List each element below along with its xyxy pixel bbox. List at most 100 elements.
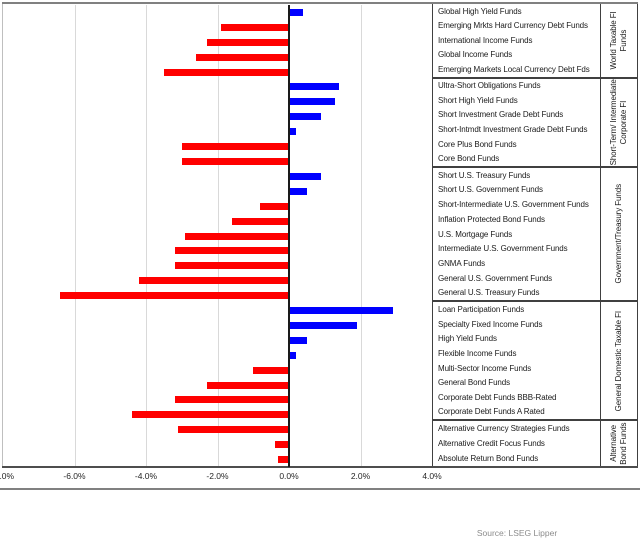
fund-group: Loan Participation Funds Specialty Fixed … (433, 302, 637, 422)
bar (289, 351, 297, 359)
plot-area (3, 5, 432, 467)
fund-name-label: Inflation Protected Bond Funds (438, 214, 545, 224)
bar (289, 321, 357, 329)
bar (221, 23, 289, 31)
x-tick-label: 4.0% (422, 471, 442, 481)
gridline (74, 5, 76, 467)
bar (196, 53, 289, 61)
fund-name-column: Loan Participation Funds Specialty Fixed … (433, 302, 600, 419)
fund-name-label: Short-Intermediate U.S. Government Funds (438, 200, 589, 210)
fund-name-label: Short U.S. Government Funds (438, 185, 543, 195)
fund-name-label: Flexible Income Funds (438, 348, 517, 358)
fund-name-label: Alternative Currency Strategies Funds (438, 424, 570, 434)
fund-name-label: Short U.S. Treasury Funds (438, 170, 531, 180)
fund-name-label: Core Bond Funds (438, 154, 500, 164)
bar (206, 38, 289, 46)
fund-name-label: Global High Yield Funds (438, 6, 522, 16)
chart-top-border (2, 2, 638, 4)
group-label-column: Government/Treasury Funds (600, 167, 637, 301)
fund-name-label: U.S. Mortgage Funds (438, 229, 513, 239)
x-tick-label: -4.0% (134, 471, 158, 481)
gridline (360, 5, 362, 467)
bar (138, 277, 289, 285)
fund-name-label: Corporate Debt Funds BBB-Rated (438, 392, 557, 402)
bar (289, 113, 322, 121)
bar (174, 262, 289, 270)
group-label-column: General Domestic Taxable FI (600, 302, 637, 420)
fund-name-label: Loan Participation Funds (438, 304, 525, 314)
x-tick-label: 2.0% (350, 471, 371, 481)
bar (181, 157, 289, 165)
fund-name-label: General U.S. Treasury Funds (438, 288, 540, 298)
bar (131, 411, 289, 419)
fund-name-label: Short Investment Grade Debt Funds (438, 110, 564, 120)
group-label-column: Alternative Bond Funds (600, 421, 637, 466)
bar (174, 396, 289, 404)
fund-name-label: Emerging Mrkts Hard Currency Debt Funds (438, 21, 588, 31)
fund-name-label: International Income Funds (438, 35, 533, 45)
bar (274, 441, 289, 449)
bar (185, 232, 289, 240)
fund-name-label: General U.S. Government Funds (438, 273, 553, 283)
chart-bottom-border (0, 488, 640, 490)
fund-group: Ultra-Short Obligations Funds Short High … (433, 78, 637, 168)
x-tick-label: 0.0% (279, 471, 299, 481)
fund-name-column: Short U.S. Treasury Funds Short U.S. Gove… (433, 168, 600, 300)
category-label-panel: Global High Yield Funds Emerging Mrkts Ha… (432, 4, 638, 467)
bar (178, 426, 289, 434)
group-label: World Taxable FI Funds (609, 11, 628, 70)
fund-name-label: Short-Intmdt Investment Grade Debt Funds (438, 124, 588, 134)
x-tick-label: -8.0% (0, 471, 15, 481)
bar (289, 128, 297, 136)
plot-left-border (2, 4, 3, 467)
group-label: General Domestic Taxable FI (614, 310, 623, 411)
gridline (146, 5, 147, 467)
bar (289, 98, 336, 106)
bar (289, 336, 307, 344)
bar (289, 172, 322, 180)
bar (289, 83, 340, 91)
source-credit: Source: LSEG Lipper (476, 528, 558, 538)
fund-name-label: Corporate Debt Funds A Rated (438, 407, 545, 417)
x-axis-tick-labels: -8.0% -6.0% -4.0% -2.0% 0.0% 2.0% 4.0% (0, 471, 640, 485)
x-tick-label: -2.0% (206, 471, 229, 481)
fund-group: Short U.S. Treasury Funds Short U.S. Gove… (433, 167, 637, 303)
fund-group: Global High Yield Funds Emerging Mrkts Ha… (433, 4, 637, 79)
fund-name-column: Ultra-Short Obligations Funds Short High … (433, 79, 600, 166)
bar (253, 366, 289, 374)
bar (174, 247, 289, 255)
bar (289, 307, 393, 315)
fund-name-label: Multi-Sector Income Funds (438, 363, 532, 373)
fund-name-label: Intermediate U.S. Government Funds (438, 244, 568, 254)
fund-name-label: Global Income Funds (438, 50, 513, 60)
bar (289, 187, 307, 195)
fund-name-column: Alternative Currency Strategies Funds Alt… (433, 421, 600, 466)
group-label: Alternative Bond Funds (609, 422, 628, 465)
fund-name-label: Ultra-Short Obligations Funds (438, 81, 541, 91)
group-label: Government/Treasury Funds (614, 184, 623, 284)
group-label-column: Short-Term/ Intermediate Corporate FI (600, 78, 637, 166)
group-label: Short-Term/ Intermediate Corporate FI (609, 79, 628, 166)
fund-name-label: High Yield Funds (438, 334, 497, 344)
fund-name-label: Absolute Return Bond Funds (438, 453, 539, 463)
bar (289, 8, 304, 16)
group-label-column: World Taxable FI Funds (600, 4, 637, 77)
bar (278, 456, 289, 464)
fund-name-label: GNMA Funds (438, 258, 486, 268)
bar (231, 217, 289, 225)
fund-name-column: Global High Yield Funds Emerging Mrkts Ha… (433, 4, 600, 77)
fund-name-label: Core Plus Bond Funds (438, 139, 517, 149)
bar (260, 202, 289, 210)
x-axis-line (2, 466, 638, 468)
bar (60, 292, 289, 300)
fund-name-label: General Bond Funds (438, 378, 511, 388)
bar (181, 143, 289, 151)
fund-name-label: Short High Yield Funds (438, 95, 518, 105)
fund-name-label: Emerging Markets Local Currency Debt Fds (438, 64, 590, 74)
fund-name-label: Specialty Fixed Income Funds (438, 319, 543, 329)
bar (163, 68, 289, 76)
fund-group: Alternative Currency Strategies Funds Alt… (433, 421, 637, 466)
zero-axis-line (288, 5, 290, 467)
bar (206, 381, 289, 389)
